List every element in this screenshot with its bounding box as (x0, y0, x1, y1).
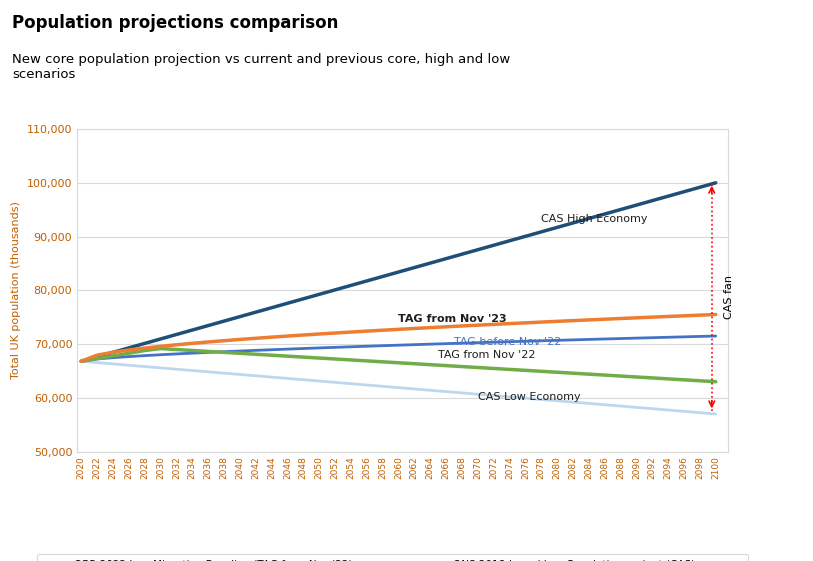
Text: TAG from Nov '23: TAG from Nov '23 (398, 315, 507, 324)
Text: TAG before Nov '22: TAG before Nov '22 (454, 337, 561, 347)
Text: Population projections comparison: Population projections comparison (12, 14, 338, 32)
Text: TAG from Nov '22: TAG from Nov '22 (438, 350, 536, 360)
Y-axis label: Total UK population (thousands): Total UK population (thousands) (11, 201, 21, 379)
Text: CAS High Economy: CAS High Economy (541, 214, 648, 224)
Legend: OBR 2022 Low Migration Baseline (TAG from Nov '22), ONS 2018-based 0% Net EU Mig: OBR 2022 Low Migration Baseline (TAG fro… (37, 554, 748, 561)
Text: New core population projection vs current and previous core, high and low
scenar: New core population projection vs curren… (12, 53, 511, 81)
Text: CAS Low Economy: CAS Low Economy (478, 392, 580, 402)
Text: CAS fan: CAS fan (724, 275, 733, 319)
